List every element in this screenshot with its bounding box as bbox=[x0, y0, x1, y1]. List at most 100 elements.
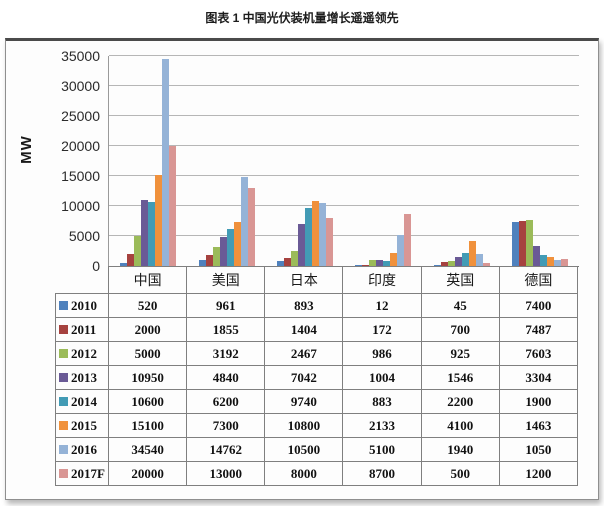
table-cell: 14762 bbox=[186, 437, 266, 462]
table-cell: 1463 bbox=[498, 413, 579, 438]
bar-2014-印度 bbox=[383, 260, 391, 266]
bar-2013-英国 bbox=[454, 256, 462, 266]
bar-2010-印度 bbox=[355, 265, 363, 266]
table-row-header: 2016 bbox=[55, 437, 109, 462]
bar-2016-中国 bbox=[162, 58, 170, 266]
table-row-header: 2014 bbox=[55, 389, 109, 414]
bar-2015-印度 bbox=[390, 253, 398, 266]
table-corner-cell bbox=[56, 267, 109, 294]
table-cell: 4840 bbox=[186, 365, 266, 390]
table-cell: 2200 bbox=[420, 389, 500, 414]
table-cell: 700 bbox=[420, 317, 500, 342]
bar-2016-美国 bbox=[240, 177, 248, 266]
table-cell: 1855 bbox=[186, 317, 266, 342]
legend-color-chip bbox=[59, 373, 68, 383]
bar-2017F-日本 bbox=[325, 218, 333, 266]
table-row-header: 2017F bbox=[55, 461, 109, 486]
y-axis-tick: 20000 bbox=[61, 138, 100, 154]
y-axis-tick: 0 bbox=[92, 258, 100, 274]
bar-2015-日本 bbox=[311, 201, 319, 266]
bar-2012-德国 bbox=[525, 220, 533, 266]
bar-2012-日本 bbox=[290, 251, 298, 266]
table-cell: 2467 bbox=[264, 341, 344, 366]
table-row-header: 2015 bbox=[55, 413, 109, 438]
bar-2012-中国 bbox=[134, 236, 142, 266]
gridline bbox=[109, 145, 579, 146]
gridline bbox=[109, 55, 579, 56]
bar-2010-日本 bbox=[276, 260, 284, 266]
table-cell: 1900 bbox=[498, 389, 579, 414]
table-cell: 1200 bbox=[498, 461, 579, 486]
table-cell: 1940 bbox=[420, 437, 500, 462]
table-col-header: 中国 bbox=[107, 266, 188, 294]
table-cell: 15100 bbox=[107, 413, 188, 438]
y-axis-tick: 25000 bbox=[61, 108, 100, 124]
bar-2011-印度 bbox=[362, 265, 370, 266]
bar-2011-德国 bbox=[518, 221, 526, 266]
legend-color-chip bbox=[59, 301, 68, 311]
table-col-header: 日本 bbox=[264, 266, 344, 294]
bar-2016-印度 bbox=[397, 235, 405, 266]
table-cell: 961 bbox=[186, 293, 266, 318]
table-cell: 7400 bbox=[498, 293, 579, 318]
bar-2014-英国 bbox=[461, 252, 469, 266]
bar-2017F-英国 bbox=[482, 263, 490, 266]
bar-2011-英国 bbox=[440, 261, 448, 266]
data-table: 中国 美国 日本 印度 英国 德国 2010 520 961 893 12 45 7400 2011 200… bbox=[55, 266, 579, 486]
table-cell: 925 bbox=[420, 341, 500, 366]
y-axis-tick: 10000 bbox=[61, 198, 100, 214]
bar-2014-中国 bbox=[148, 202, 156, 266]
legend-color-chip bbox=[59, 397, 68, 407]
table-cell: 12 bbox=[342, 293, 422, 318]
table-row-header: 2011 bbox=[55, 317, 109, 342]
plot-area bbox=[108, 55, 579, 267]
table-cell: 3304 bbox=[498, 365, 579, 390]
table-cell: 5000 bbox=[107, 341, 188, 366]
bar-2012-美国 bbox=[212, 246, 220, 266]
table-cell: 8000 bbox=[264, 461, 344, 486]
table-cell: 10800 bbox=[264, 413, 344, 438]
table-cell: 986 bbox=[342, 341, 422, 366]
bar-2016-德国 bbox=[553, 259, 561, 266]
y-axis-tick: 35000 bbox=[61, 48, 100, 64]
table-row-header: 2010 bbox=[55, 293, 109, 318]
table-cell: 6200 bbox=[186, 389, 266, 414]
table-cell: 7603 bbox=[498, 341, 579, 366]
page-title: 图表 1 中国光伏装机量增长遥遥领先 bbox=[205, 11, 399, 25]
legend-color-chip bbox=[59, 325, 68, 335]
bar-2014-日本 bbox=[304, 207, 312, 266]
bar-2011-中国 bbox=[127, 254, 135, 266]
bar-2012-英国 bbox=[447, 260, 455, 266]
table-cell: 45 bbox=[420, 293, 500, 318]
table-cell: 3192 bbox=[186, 341, 266, 366]
table-cell: 10950 bbox=[107, 365, 188, 390]
table-cell: 520 bbox=[107, 293, 188, 318]
bar-2013-日本 bbox=[297, 223, 305, 266]
table-cell: 10500 bbox=[264, 437, 344, 462]
bar-2017F-中国 bbox=[169, 146, 177, 266]
table-cell: 1546 bbox=[420, 365, 500, 390]
bar-2010-德国 bbox=[511, 221, 519, 266]
table-cell: 1404 bbox=[264, 317, 344, 342]
table-cell: 7042 bbox=[264, 365, 344, 390]
bar-2010-中国 bbox=[120, 262, 128, 266]
table-cell: 1004 bbox=[342, 365, 422, 390]
table-cell: 5100 bbox=[342, 437, 422, 462]
gridline bbox=[109, 175, 579, 176]
table-cell: 10600 bbox=[107, 389, 188, 414]
table-row-header: 2013 bbox=[55, 365, 109, 390]
bar-2013-德国 bbox=[532, 246, 540, 266]
table-cell: 893 bbox=[264, 293, 344, 318]
y-axis-unit-label: MW bbox=[17, 135, 35, 164]
bar-2016-日本 bbox=[318, 203, 326, 266]
gridline bbox=[109, 205, 579, 206]
bar-2016-英国 bbox=[475, 254, 483, 266]
table-cell: 8700 bbox=[342, 461, 422, 486]
bar-2015-英国 bbox=[468, 241, 476, 266]
table-cell: 1050 bbox=[498, 437, 579, 462]
bar-2012-印度 bbox=[369, 260, 377, 266]
table-col-header: 美国 bbox=[186, 266, 266, 294]
bar-2017F-美国 bbox=[247, 188, 255, 266]
table-col-header: 英国 bbox=[420, 266, 500, 294]
bar-2014-美国 bbox=[226, 228, 234, 266]
